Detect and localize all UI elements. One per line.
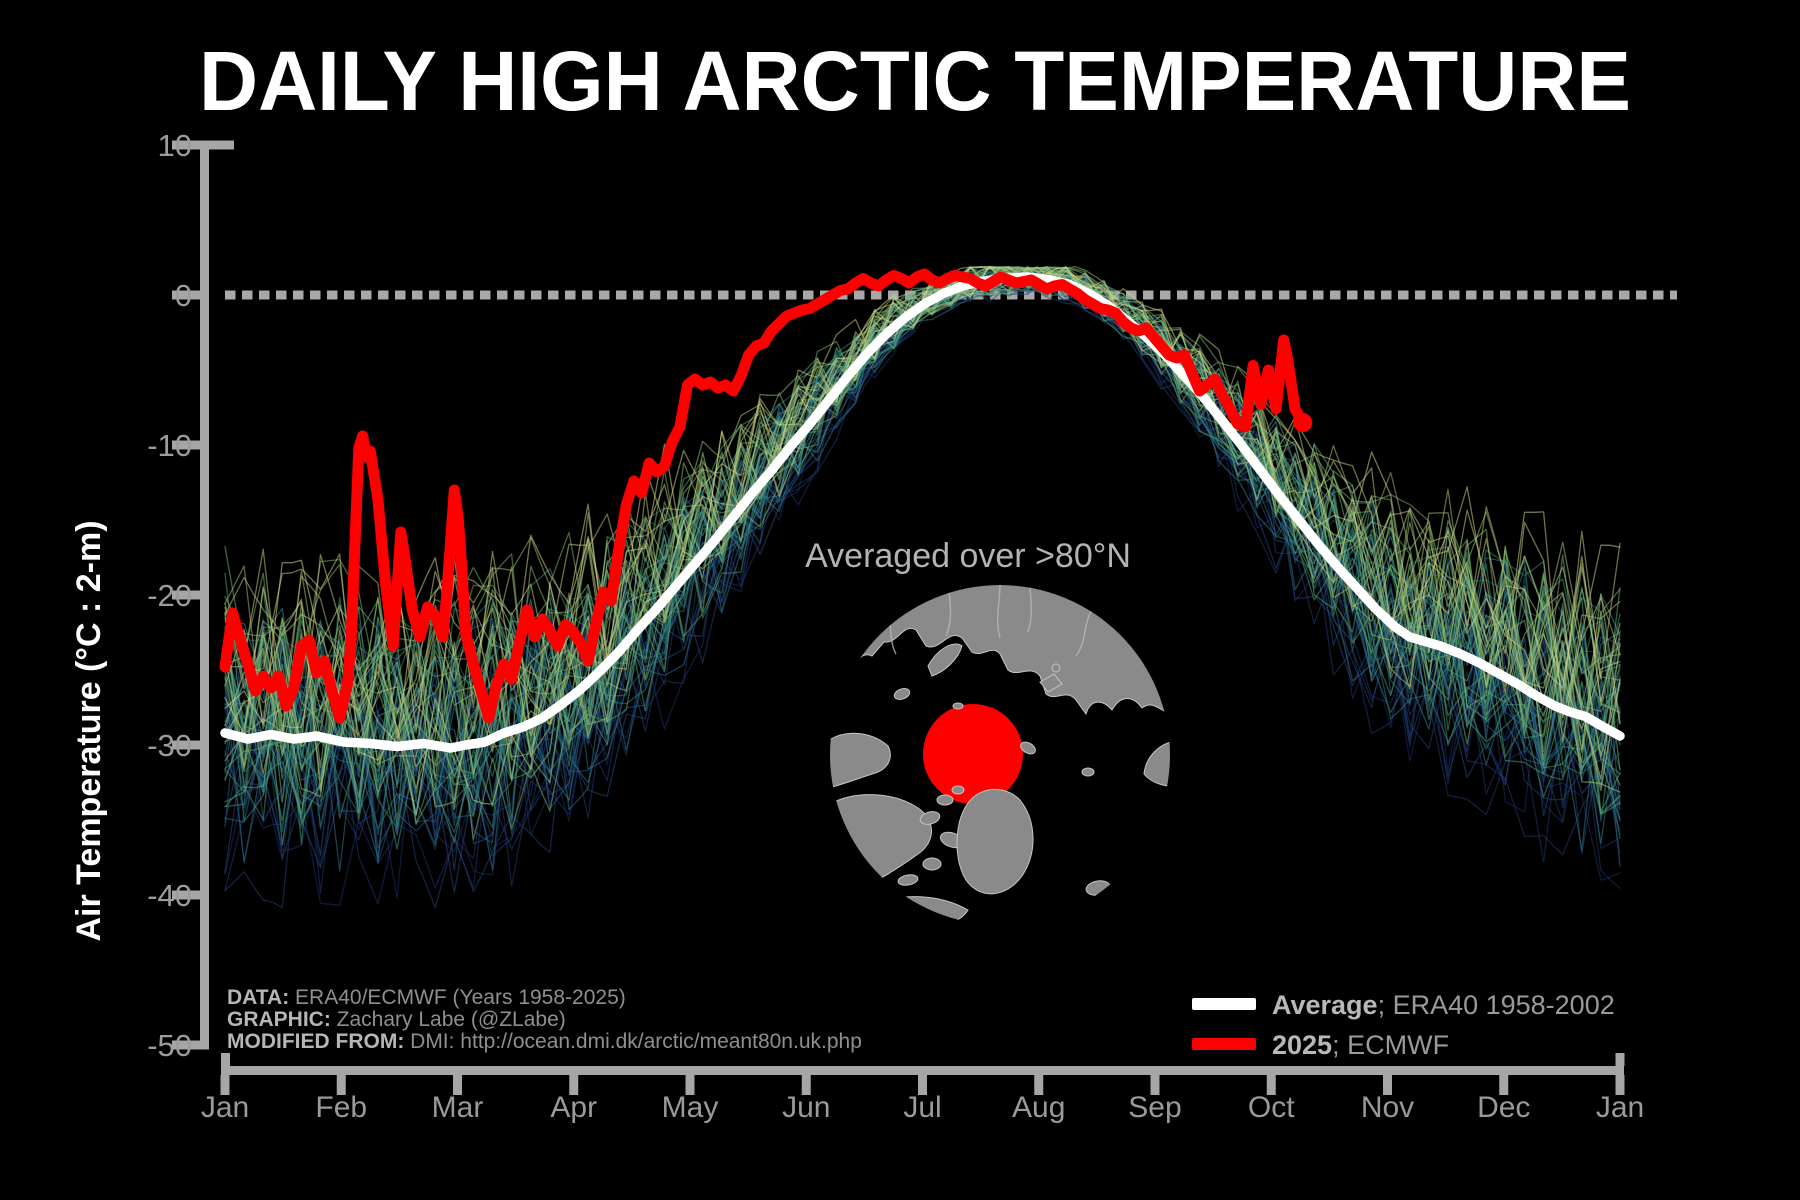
x-tick-label: Jan: [1596, 1091, 1644, 1124]
legend: Average; ERA40 1958-2002 2025; ECMWF: [1192, 990, 1615, 1060]
y-tick-label: 0: [175, 278, 192, 313]
x-tick-label: Jan: [201, 1091, 249, 1124]
x-tick: [1499, 1075, 1509, 1095]
legend-swatch: [1192, 1038, 1256, 1050]
y-tick-label: -50: [147, 1028, 192, 1063]
x-axis-left-stub: [221, 1053, 230, 1066]
line-2025: [219, 268, 1313, 724]
x-tick: [1034, 1075, 1044, 1095]
chart-title: DAILY HIGH ARCTIC TEMPERATURE: [199, 34, 1631, 128]
x-tick: [918, 1075, 927, 1095]
x-tick-label: Mar: [432, 1091, 484, 1124]
y-tick: [172, 290, 201, 300]
x-tick-label: Nov: [1361, 1091, 1414, 1124]
map-island: [1051, 663, 1061, 673]
credits: DATA: ERA40/ECMWF (Years 1958-2025)GRAPH…: [227, 986, 862, 1053]
x-tick: [1615, 1075, 1625, 1095]
line-2025-end-dot: [1293, 413, 1313, 432]
y-axis-spine: [200, 140, 209, 1050]
x-tick-label: Feb: [315, 1091, 367, 1124]
x-tick-label: Jul: [903, 1091, 941, 1124]
legend-entry: 2025; ECMWF: [1272, 1030, 1449, 1060]
x-tick: [1266, 1075, 1276, 1095]
y-tick: [172, 890, 201, 900]
polar-cap-marker: [923, 704, 1023, 804]
legend-entry: Average; ERA40 1958-2002: [1272, 990, 1615, 1020]
y-axis-ticks: 10 0 -10 -20 -30 -40 -50: [147, 128, 201, 1063]
legend-swatch: [1192, 998, 1256, 1010]
y-tick: [172, 740, 201, 750]
y-tick-label: -20: [147, 578, 192, 613]
y-axis-label: Air Temperature (°C : 2-m): [70, 520, 108, 941]
x-tick: [685, 1075, 695, 1095]
map-caption: Averaged over >80°N: [805, 537, 1131, 575]
x-tick: [1150, 1075, 1160, 1095]
x-tick-label: Jun: [782, 1091, 830, 1124]
map-ellesmere-islands: [936, 702, 1095, 806]
x-tick: [453, 1075, 462, 1095]
axes: 10 0 -10 -20 -30 -40 -50 Jan Feb Mar Apr May Jun Jul…: [147, 128, 1644, 1124]
y-tick-label: -10: [147, 428, 192, 463]
x-axis-right-stub: [1615, 1053, 1625, 1066]
x-tick-label: Apr: [550, 1091, 597, 1124]
x-tick-label: Sep: [1128, 1091, 1181, 1124]
x-tick: [801, 1075, 811, 1095]
x-axis-ticks: Jan Feb Mar Apr May Jun Jul Aug Sep Oct Nov Dec Jan: [201, 1075, 1644, 1124]
x-tick-label: Dec: [1477, 1091, 1530, 1124]
y-tick: [172, 1040, 201, 1050]
credit-line: DATA: ERA40/ECMWF (Years 1958-2025): [227, 986, 626, 1009]
y-tick: [172, 140, 201, 150]
x-tick-label: Aug: [1012, 1091, 1065, 1124]
map-land-scandinavia: [1143, 739, 1170, 787]
map-land-novaya-zemlya: [927, 643, 963, 677]
map-land-greenland: [956, 788, 1034, 895]
x-tick-label: May: [662, 1091, 719, 1124]
x-tick: [569, 1075, 579, 1095]
average-line: [220, 272, 1625, 753]
credit-line: MODIFIED FROM: DMI: http://ocean.dmi.dk/…: [227, 1030, 862, 1053]
y-axis-top-stub: [209, 140, 234, 150]
x-tick: [336, 1075, 346, 1095]
map-land-alaska: [830, 732, 891, 789]
map-island: [893, 688, 911, 700]
x-axis-spine: [221, 1066, 1624, 1075]
y-tick-label: 10: [158, 128, 192, 163]
map-land-severnaya: [1039, 673, 1063, 693]
x-tick: [220, 1075, 230, 1095]
credit-line: GRAPHIC: Zachary Labe (@ZLabe): [227, 1008, 566, 1031]
y-tick: [172, 590, 201, 600]
x-tick-label: Oct: [1248, 1091, 1295, 1124]
x-tick: [1383, 1075, 1392, 1095]
y-tick-label: -40: [147, 878, 192, 913]
arctic-map: Averaged over >80°N: [805, 537, 1170, 925]
y-tick: [172, 440, 201, 450]
y-tick-label: -30: [147, 728, 192, 763]
